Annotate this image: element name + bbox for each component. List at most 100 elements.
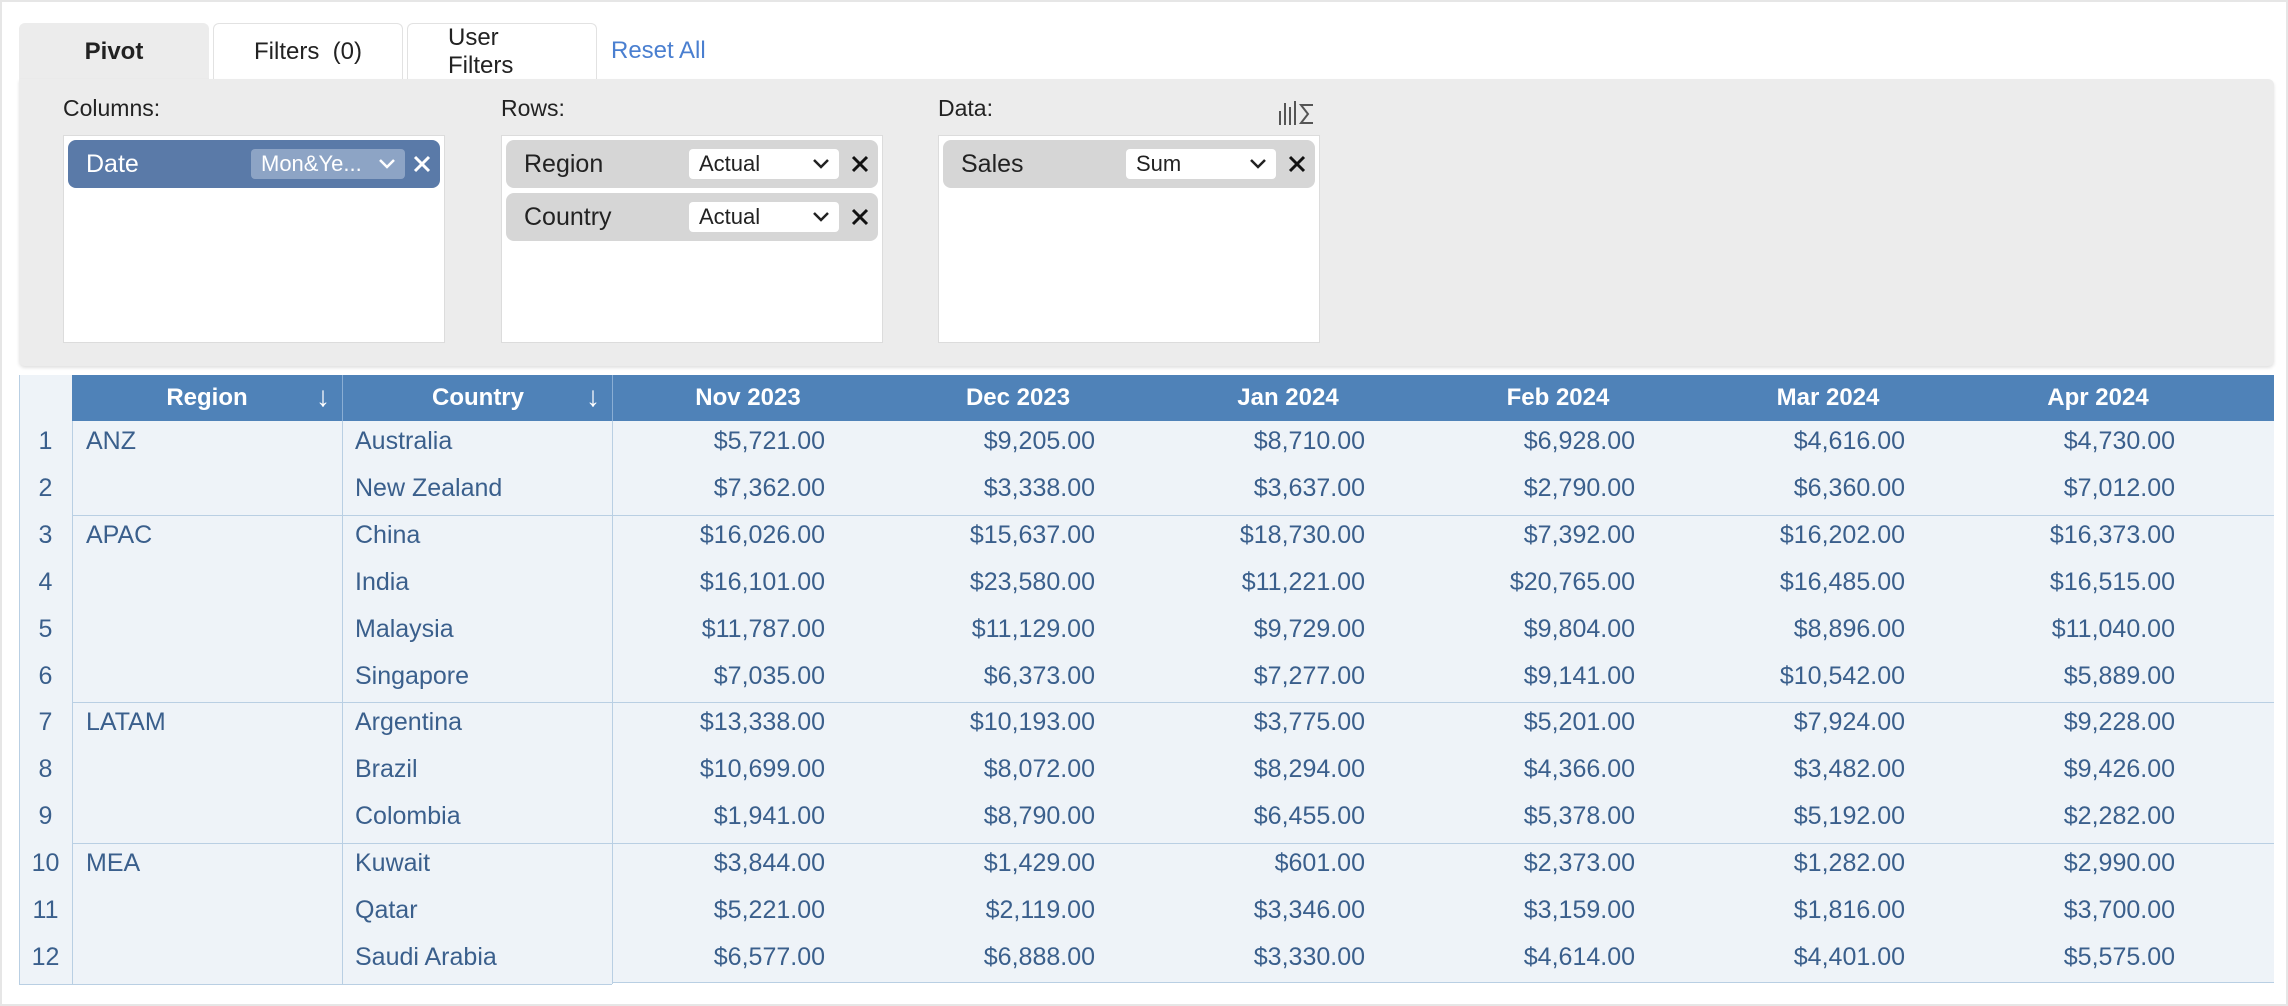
value-cell[interactable]: $20,765.00: [1509, 567, 1635, 596]
value-cell[interactable]: $5,889.00: [2063, 661, 2175, 690]
value-cell[interactable]: $7,362.00: [713, 473, 825, 502]
value-cell[interactable]: $16,485.00: [1779, 567, 1905, 596]
value-cell[interactable]: $3,637.00: [1253, 473, 1365, 502]
value-cell[interactable]: $7,392.00: [1523, 520, 1635, 549]
column-chip-option-select[interactable]: Mon&Ye...: [251, 149, 405, 179]
value-cell[interactable]: $18,730.00: [1239, 520, 1365, 549]
value-cell[interactable]: $10,699.00: [699, 755, 825, 784]
region-cell[interactable]: MEA: [86, 849, 141, 878]
value-cell[interactable]: $5,221.00: [713, 896, 825, 924]
value-cell[interactable]: $6,360.00: [1793, 473, 1905, 502]
value-cell[interactable]: $1,429.00: [983, 849, 1095, 878]
value-cell[interactable]: $3,159.00: [1523, 896, 1635, 924]
header-month[interactable]: Mar 2024: [1776, 384, 1880, 411]
value-cell[interactable]: $16,202.00: [1779, 520, 1905, 549]
value-cell[interactable]: $23,580.00: [969, 567, 1095, 596]
country-cell[interactable]: Saudi Arabia: [355, 942, 497, 971]
value-cell[interactable]: $2,119.00: [985, 896, 1095, 924]
country-cell[interactable]: New Zealand: [355, 473, 503, 502]
columns-dropzone[interactable]: Date Mon&Ye...: [63, 135, 445, 343]
value-cell[interactable]: $6,373.00: [983, 661, 1095, 690]
value-cell[interactable]: $1,941.00: [713, 802, 825, 831]
value-cell[interactable]: $9,426.00: [2063, 755, 2175, 784]
data-chip-sales[interactable]: Sales Sum: [943, 140, 1315, 188]
value-cell[interactable]: $16,101.00: [699, 567, 825, 596]
close-icon[interactable]: [412, 154, 432, 174]
value-cell[interactable]: $5,378.00: [1523, 802, 1635, 831]
aggregate-options-icon[interactable]: [1277, 97, 1317, 127]
tab-filters[interactable]: Filters (0): [213, 23, 403, 79]
value-cell[interactable]: $7,924.00: [1793, 708, 1905, 737]
value-cell[interactable]: $1,282.00: [1793, 849, 1905, 878]
value-cell[interactable]: $6,928.00: [1523, 427, 1635, 455]
sort-arrow-icon[interactable]: ↓: [586, 381, 600, 412]
value-cell[interactable]: $8,896.00: [1793, 614, 1905, 643]
value-cell[interactable]: $9,228.00: [2063, 708, 2175, 737]
value-cell[interactable]: $2,990.00: [2063, 849, 2175, 878]
header-month[interactable]: Apr 2024: [2047, 384, 2149, 411]
value-cell[interactable]: $4,401.00: [1793, 942, 1905, 971]
country-cell[interactable]: Argentina: [355, 708, 463, 737]
row-chip-region[interactable]: Region Actual: [506, 140, 878, 188]
value-cell[interactable]: $3,338.00: [983, 473, 1095, 502]
country-cell[interactable]: Singapore: [355, 661, 469, 690]
value-cell[interactable]: $1,816.00: [1793, 896, 1905, 924]
value-cell[interactable]: $6,455.00: [1253, 802, 1365, 831]
value-cell[interactable]: $2,790.00: [1523, 473, 1635, 502]
value-cell[interactable]: $3,844.00: [713, 849, 825, 878]
region-cell[interactable]: ANZ: [86, 427, 136, 455]
value-cell[interactable]: $5,575.00: [2063, 942, 2175, 971]
country-cell[interactable]: China: [355, 520, 421, 549]
reset-all-link[interactable]: Reset All: [611, 37, 706, 64]
value-cell[interactable]: $8,294.00: [1253, 755, 1365, 784]
value-cell[interactable]: $8,072.00: [983, 755, 1095, 784]
value-cell[interactable]: $11,787.00: [701, 614, 825, 643]
value-cell[interactable]: $2,282.00: [2063, 802, 2175, 831]
value-cell[interactable]: $9,141.00: [1523, 661, 1635, 690]
header-month[interactable]: Dec 2023: [965, 384, 1071, 411]
value-cell[interactable]: $7,277.00: [1253, 661, 1365, 690]
region-cell[interactable]: LATAM: [86, 708, 166, 737]
header-region[interactable]: Region: [72, 375, 342, 421]
header-country[interactable]: Country: [343, 375, 613, 421]
country-cell[interactable]: Colombia: [355, 802, 461, 831]
rows-dropzone[interactable]: Region Actual Country Actual: [501, 135, 883, 343]
value-cell[interactable]: $16,026.00: [699, 520, 825, 549]
value-cell[interactable]: $5,201.00: [1523, 708, 1635, 737]
header-month[interactable]: Feb 2024: [1506, 384, 1610, 411]
value-cell[interactable]: $601.00: [1274, 849, 1365, 878]
region-cell[interactable]: APAC: [86, 520, 153, 549]
column-chip-date[interactable]: Date Mon&Ye...: [68, 140, 440, 188]
value-cell[interactable]: $11,040.00: [2051, 614, 2175, 643]
value-cell[interactable]: $5,721.00: [713, 427, 825, 455]
row-chip-country[interactable]: Country Actual: [506, 193, 878, 241]
country-cell[interactable]: India: [355, 567, 410, 596]
country-cell[interactable]: Qatar: [355, 896, 418, 924]
value-cell[interactable]: $8,790.00: [983, 802, 1095, 831]
sort-arrow-icon[interactable]: ↓: [316, 381, 330, 412]
value-cell[interactable]: $11,221.00: [1241, 567, 1365, 596]
value-cell[interactable]: $7,012.00: [2063, 473, 2175, 502]
country-cell[interactable]: Kuwait: [355, 849, 431, 878]
value-cell[interactable]: $3,482.00: [1793, 755, 1905, 784]
value-cell[interactable]: $4,614.00: [1523, 942, 1635, 971]
value-cell[interactable]: $8,710.00: [1253, 427, 1365, 455]
row-chip-option-select[interactable]: Actual: [689, 149, 839, 179]
value-cell[interactable]: $11,129.00: [971, 614, 1095, 643]
value-cell[interactable]: $10,542.00: [1779, 661, 1905, 690]
value-cell[interactable]: $5,192.00: [1793, 802, 1905, 831]
header-month[interactable]: Jan 2024: [1237, 384, 1339, 411]
header-month[interactable]: Nov 2023: [695, 384, 801, 411]
tab-user-filters[interactable]: User Filters: [407, 23, 597, 79]
value-cell[interactable]: $9,729.00: [1253, 614, 1365, 643]
row-chip-option-select[interactable]: Actual: [689, 202, 839, 232]
value-cell[interactable]: $6,577.00: [713, 942, 825, 971]
value-cell[interactable]: $9,804.00: [1523, 614, 1635, 643]
tab-pivot[interactable]: Pivot: [19, 23, 209, 79]
value-cell[interactable]: $2,373.00: [1523, 849, 1635, 878]
value-cell[interactable]: $16,373.00: [2049, 520, 2175, 549]
value-cell[interactable]: $10,193.00: [969, 708, 1095, 737]
value-cell[interactable]: $4,366.00: [1523, 755, 1635, 784]
value-cell[interactable]: $3,700.00: [2063, 896, 2175, 924]
value-cell[interactable]: $4,616.00: [1793, 427, 1905, 455]
